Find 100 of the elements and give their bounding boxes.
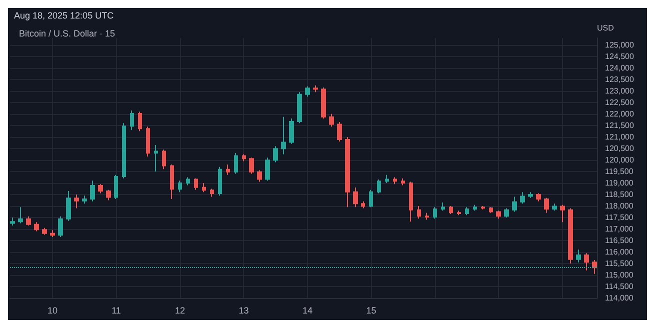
candlestick (512, 196, 517, 212)
candlestick (560, 204, 565, 223)
text: Aug 18, 2025 12:05 UTC (14, 10, 114, 20)
candlestick (329, 113, 334, 128)
y-tick-label: 120,000 (605, 155, 634, 164)
candlestick (576, 249, 581, 263)
candlestick (568, 208, 573, 264)
y-tick-label: 116,500 (605, 236, 634, 245)
candlestick (496, 210, 501, 220)
candlestick (409, 181, 413, 222)
candlestick (345, 136, 350, 208)
x-tick-label: 13 (238, 306, 249, 316)
y-tick-label: 117,000 (605, 224, 634, 234)
candlestick (504, 208, 509, 218)
candlestick (457, 210, 461, 216)
y-tick-label: 117,500 (605, 212, 634, 222)
candlestick (393, 176, 397, 185)
candlestick (194, 178, 198, 190)
candlestick (520, 192, 525, 204)
candlestick (401, 178, 405, 186)
candlestick (385, 174, 389, 184)
candlestick (34, 222, 39, 232)
candlestick (18, 206, 23, 224)
y-tick-label: 115,500 (605, 258, 634, 268)
candlestick (66, 190, 71, 222)
candlestick (249, 157, 254, 174)
candlestick (265, 157, 270, 182)
candlestick (289, 118, 294, 144)
y-tick-label: 114,000 (605, 294, 634, 302)
y-tick-label: 122,000 (605, 109, 634, 118)
candlestick (465, 206, 469, 216)
candlestick (281, 116, 286, 155)
candlestick (130, 110, 134, 131)
x-tick-label: 14 (302, 306, 312, 316)
candlestick (242, 154, 246, 162)
candlestick (58, 216, 63, 238)
candlestick (234, 152, 238, 174)
candlestick (481, 205, 485, 210)
candlestick (170, 164, 174, 200)
candlestick (122, 122, 126, 179)
candlestick (489, 206, 493, 214)
candlestick (162, 149, 166, 170)
candlestick (425, 212, 429, 220)
y-tick-label: 124,500 (605, 52, 634, 61)
candlestick (146, 126, 150, 157)
chart-title: Bitcoin / U.S. Dollar · 15 (19, 28, 116, 38)
y-tick-label: 119,500 (605, 166, 634, 176)
y-tick-label: 115,000 (605, 270, 634, 280)
candlestick (305, 86, 310, 98)
y-tick-label: 121,000 (605, 132, 634, 142)
candlestick (210, 188, 214, 198)
y-axis-title: USD (597, 24, 614, 32)
candlestick (154, 144, 158, 172)
y-tick-label: 118,000 (605, 201, 634, 210)
candlestick (273, 146, 278, 163)
y-tick-label: 116,000 (605, 247, 634, 256)
y-tick-label: 122,500 (605, 98, 634, 107)
candlestick (441, 202, 445, 212)
candlestick (449, 205, 453, 215)
candlestick (10, 216, 15, 226)
candlestick (528, 192, 533, 198)
y-tick-label: 121,500 (605, 120, 634, 130)
candlestick (337, 121, 342, 142)
y-tick-label: 125,000 (605, 40, 634, 50)
candlestick (226, 164, 230, 176)
candlestick (26, 216, 31, 226)
candlestick (186, 176, 190, 186)
candlestick (106, 189, 111, 201)
x-tick-label: 10 (47, 306, 58, 316)
candlestick (584, 252, 589, 271)
candlestick (42, 227, 47, 236)
candlestick (202, 182, 206, 193)
candlestick (313, 84, 318, 93)
x-tick-label: 11 (112, 306, 121, 316)
candlestick (297, 92, 302, 124)
candlestick (536, 192, 541, 202)
candlestick (433, 206, 437, 220)
candlestick (544, 197, 549, 214)
y-tick-label: 123,000 (605, 86, 634, 96)
candlestick (257, 170, 262, 182)
candlestick (98, 184, 103, 194)
candlestick (473, 204, 477, 212)
candlestick (218, 166, 222, 196)
candlestick (114, 174, 118, 200)
y-tick-label: 124,000 (605, 63, 634, 72)
candlestick (369, 189, 373, 208)
y-tick-label: 120,500 (605, 144, 634, 153)
candlestick (178, 180, 182, 193)
x-tick-label: 15 (366, 306, 376, 316)
candlestick (74, 194, 79, 209)
y-tick-label: 114,500 (605, 282, 634, 291)
candlestick (552, 203, 557, 212)
candlestick (377, 179, 381, 194)
x-tick-label: 12 (174, 306, 185, 316)
candlestick (82, 195, 87, 204)
candlestick (321, 86, 326, 120)
candlestick (353, 187, 358, 208)
candlestick (90, 180, 95, 202)
candlestick (50, 230, 55, 238)
y-tick-label: 123,500 (605, 74, 634, 84)
